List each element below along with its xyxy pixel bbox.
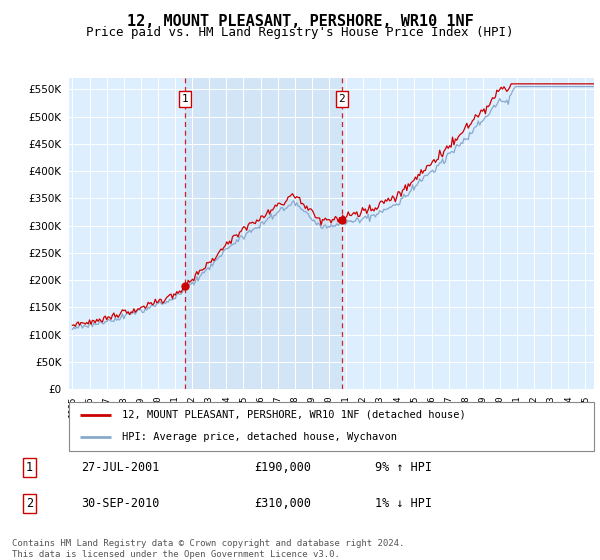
Text: 2: 2 [338, 94, 345, 104]
Text: 2: 2 [26, 497, 33, 510]
FancyBboxPatch shape [69, 402, 594, 451]
Text: 9% ↑ HPI: 9% ↑ HPI [375, 461, 432, 474]
Text: 12, MOUNT PLEASANT, PERSHORE, WR10 1NF (detached house): 12, MOUNT PLEASANT, PERSHORE, WR10 1NF (… [121, 410, 465, 420]
Text: £310,000: £310,000 [254, 497, 311, 510]
Text: 1: 1 [26, 461, 33, 474]
Text: 12, MOUNT PLEASANT, PERSHORE, WR10 1NF: 12, MOUNT PLEASANT, PERSHORE, WR10 1NF [127, 14, 473, 29]
Text: 27-JUL-2001: 27-JUL-2001 [81, 461, 160, 474]
Text: HPI: Average price, detached house, Wychavon: HPI: Average price, detached house, Wych… [121, 432, 397, 442]
Text: Price paid vs. HM Land Registry's House Price Index (HPI): Price paid vs. HM Land Registry's House … [86, 26, 514, 39]
Text: 1: 1 [181, 94, 188, 104]
Text: £190,000: £190,000 [254, 461, 311, 474]
Text: Contains HM Land Registry data © Crown copyright and database right 2024.
This d: Contains HM Land Registry data © Crown c… [12, 539, 404, 559]
Text: 30-SEP-2010: 30-SEP-2010 [81, 497, 160, 510]
Bar [185, 78, 342, 389]
Text: 1% ↓ HPI: 1% ↓ HPI [375, 497, 432, 510]
